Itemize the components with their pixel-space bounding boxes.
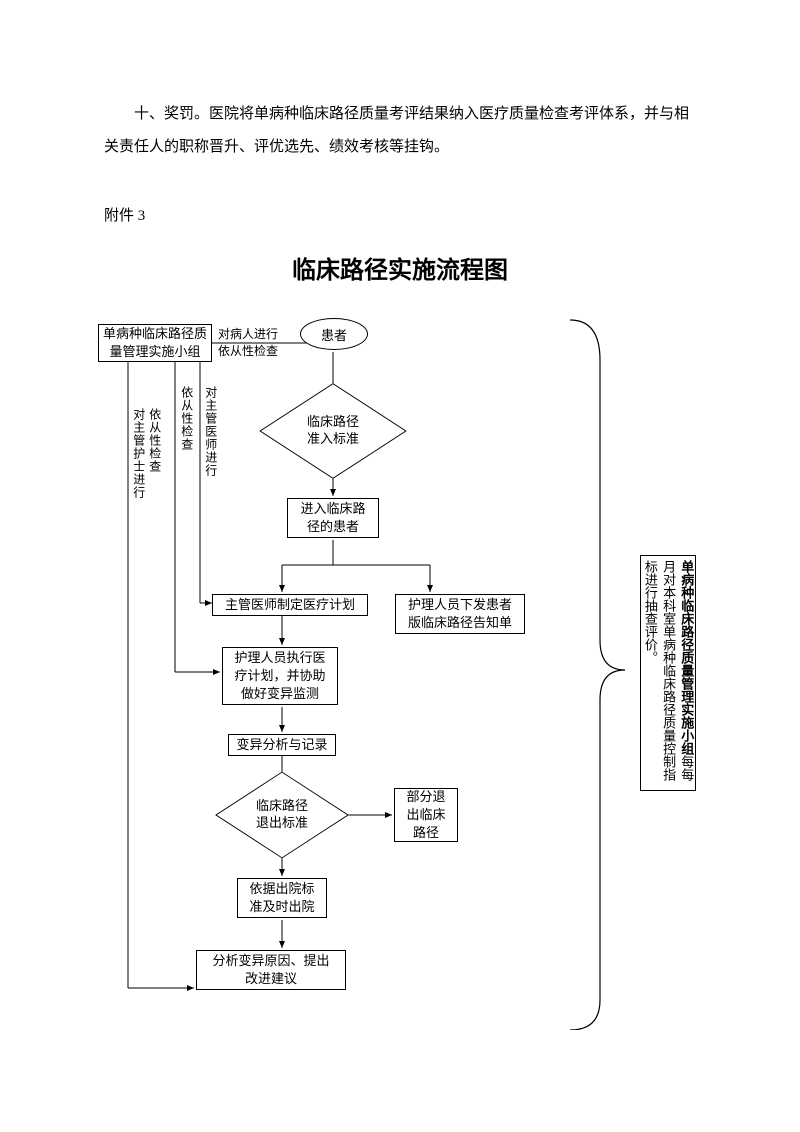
flowchart-title: 临床路径实施流程图 xyxy=(0,250,800,285)
node-analyze-variance: 分析变异原因、提出改进建议 xyxy=(196,950,346,990)
node-nurse-execute: 护理人员执行医疗计划，并协助做好变异监测 xyxy=(222,647,338,705)
node-discharge: 依据出院标准及时出院 xyxy=(237,878,327,918)
node-patient: 患者 xyxy=(300,318,368,350)
edge-label-v-compliance2: 依从性检查 xyxy=(178,386,195,451)
edge-label-v-compliance1: 依从性检查 xyxy=(146,408,163,473)
node-partial-exit: 部分退出临床路径 xyxy=(394,788,458,842)
node-physician-plan: 主管医师制定医疗计划 xyxy=(212,594,368,616)
edge-label-v-nurse-check: 对主管护士进行 xyxy=(130,408,147,499)
edge-label-patient-check: 对病人进行依从性检查 xyxy=(218,326,278,360)
appendix-label: 附件 3 xyxy=(104,204,145,225)
body-paragraph: 十、奖罚。医院将单病种临床路径质量考评结果纳入医疗质量检查考评体系，并与相关责任… xyxy=(104,98,696,164)
flowchart-container: 患者 单病种临床路径质量管理实施小组 临床路径准入标准 进入临床路径的患者 主管… xyxy=(0,310,800,1030)
node-management-group: 单病种临床路径质量管理实施小组 xyxy=(98,324,212,362)
sidebar-review-box: 单病种临床路径质量管理实施小组每每月对本科室单病种临床路径质量控制指标进行抽查评… xyxy=(640,555,696,791)
node-variance-record: 变异分析与记录 xyxy=(228,734,336,756)
edge-label-v-doctor-check: 对主管医师进行 xyxy=(202,386,219,477)
node-enter-patients: 进入临床路径的患者 xyxy=(287,498,379,538)
node-exit-standard: 临床路径退出标准 xyxy=(243,776,321,854)
node-nurse-inform: 护理人员下发患者版临床路径告知单 xyxy=(395,594,525,634)
node-admission-standard: 临床路径准入标准 xyxy=(290,388,376,474)
